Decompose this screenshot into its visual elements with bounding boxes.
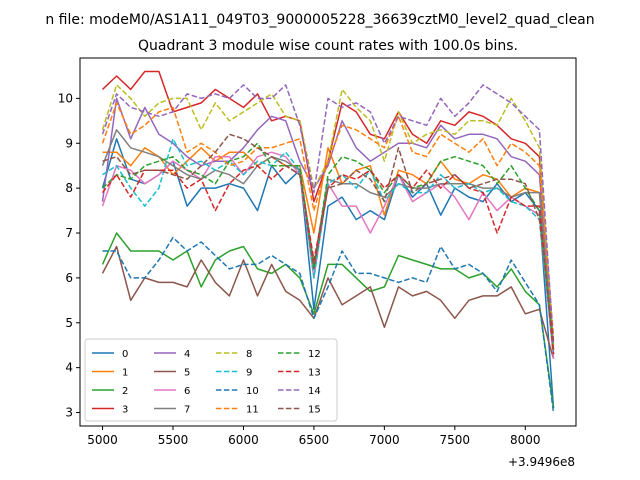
series-layer — [101, 70, 555, 413]
legend-label-2: 2 — [122, 386, 128, 397]
x-offset-label: +3.9496e8 — [508, 455, 575, 469]
y-tick-label: 5 — [65, 316, 73, 330]
legend-label-3: 3 — [122, 405, 128, 416]
series-line-14 — [101, 84, 555, 346]
legend-label-15: 15 — [308, 405, 321, 416]
series-line-15 — [102, 133, 555, 341]
x-tick-label: 5000 — [87, 433, 118, 447]
x-tick-label: 8000 — [510, 433, 541, 447]
series-line-2 — [101, 232, 555, 409]
series-line-1 — [102, 147, 555, 346]
legend-label-14: 14 — [308, 386, 321, 397]
legend-label-7: 7 — [184, 405, 190, 416]
legend-box — [84, 338, 338, 422]
x-tick-label: 6000 — [228, 433, 259, 447]
series-line-4 — [101, 97, 555, 350]
series-line-5 — [101, 245, 555, 359]
x-tick-label: 7000 — [369, 433, 400, 447]
series-line-3 — [101, 70, 555, 355]
plot-frame — [79, 57, 577, 427]
y-tick-label: 10 — [58, 91, 73, 105]
chart-title: Quadrant 3 module wise count rates with … — [138, 38, 518, 54]
series-line-10 — [102, 236, 555, 413]
y-tick-label: 8 — [65, 181, 73, 195]
y-tick-label: 4 — [65, 361, 73, 375]
series-line-12 — [101, 142, 555, 350]
x-tick-label: 7500 — [440, 433, 471, 447]
series-line-8 — [101, 84, 555, 346]
y-tick-label: 7 — [65, 226, 73, 240]
x-tick-label: 5500 — [158, 433, 189, 447]
legend-label-0: 0 — [122, 349, 128, 360]
series-line-11 — [101, 102, 555, 337]
x-tick-label: 6500 — [299, 433, 330, 447]
legend-label-8: 8 — [246, 349, 252, 360]
legend-label-4: 4 — [184, 349, 190, 360]
legend-label-13: 13 — [308, 368, 321, 379]
chart-suptitle: n file: modeM0/AS1A11_049T03_9000005228_… — [45, 12, 594, 28]
legend-label-1: 1 — [122, 368, 128, 379]
series-line-13 — [101, 164, 555, 355]
legend-label-5: 5 — [184, 368, 190, 379]
legend-label-10: 10 — [246, 386, 259, 397]
legend-label-9: 9 — [246, 368, 252, 379]
legend-label-6: 6 — [184, 386, 190, 397]
legend-label-11: 11 — [246, 405, 259, 416]
legend-label-12: 12 — [308, 349, 321, 360]
y-tick-label: 3 — [65, 406, 73, 420]
series-line-9 — [102, 138, 555, 355]
y-tick-label: 6 — [65, 271, 73, 285]
y-tick-label: 9 — [65, 136, 73, 150]
